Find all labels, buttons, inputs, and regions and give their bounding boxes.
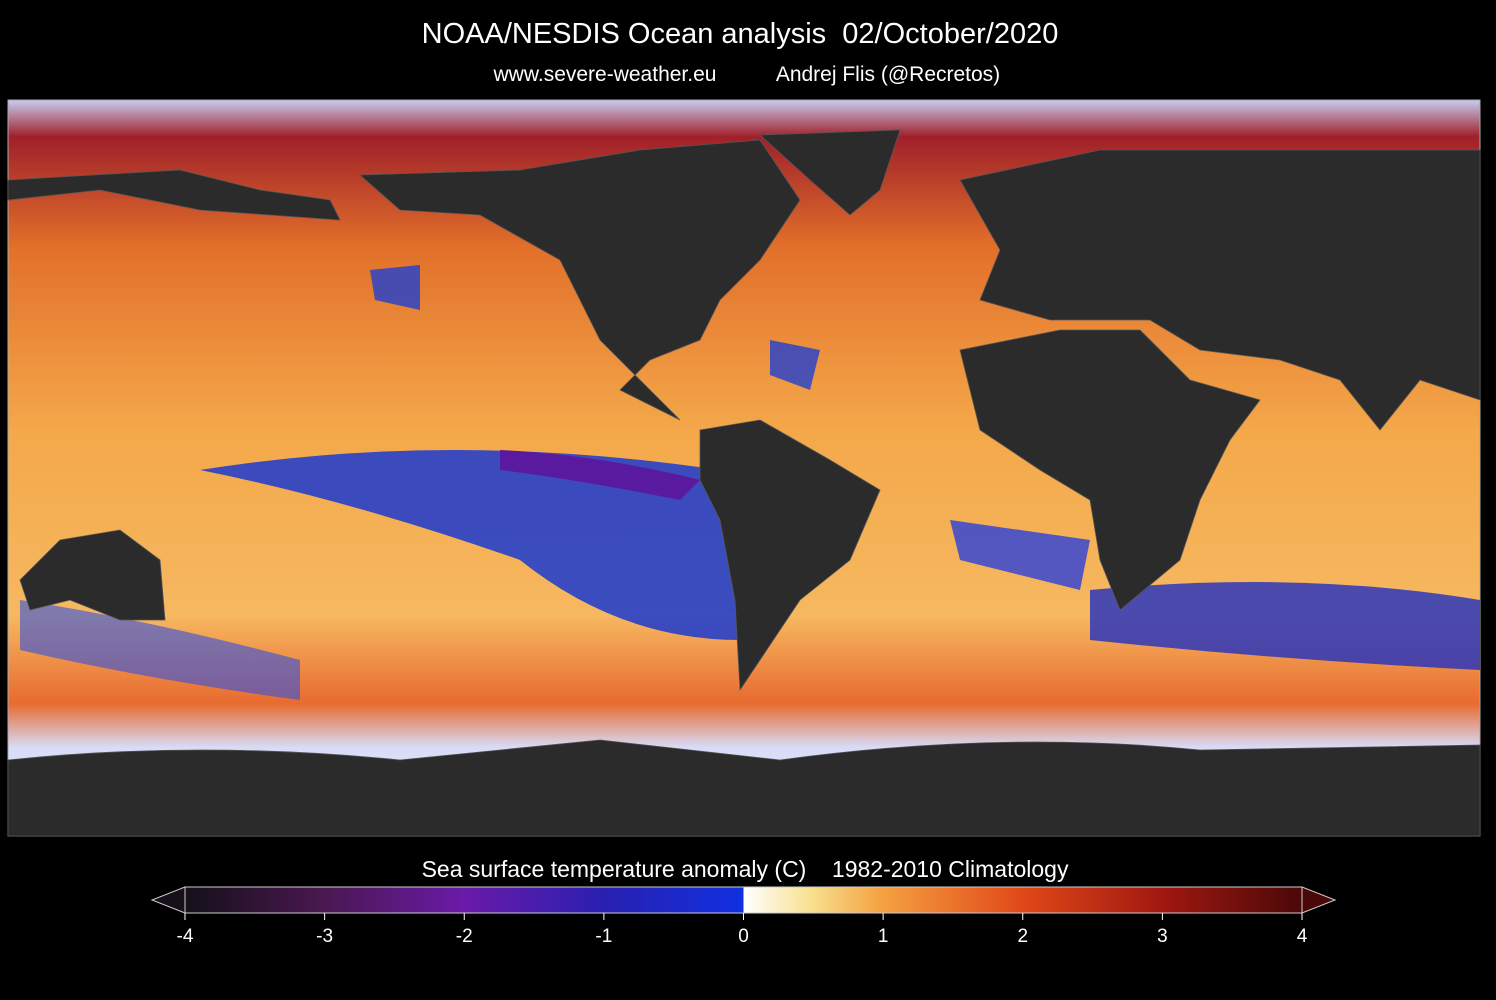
la-nina-tongue bbox=[200, 450, 740, 640]
over-arrow bbox=[1301, 886, 1337, 914]
colorbar-tick-label: -2 bbox=[456, 926, 473, 947]
colorbar bbox=[150, 886, 1337, 914]
title: NOAA/NESDIS Ocean analysis 02/October/20… bbox=[422, 18, 1059, 50]
colorbar-tick-label: -3 bbox=[316, 926, 333, 947]
greenland bbox=[758, 129, 901, 216]
author: Andrej Flis (@Recretos) bbox=[776, 63, 1000, 86]
cold-core bbox=[500, 450, 700, 500]
antarctica bbox=[7, 739, 1481, 837]
eurasia bbox=[959, 149, 1481, 431]
source: www.severe-weather.eu bbox=[493, 63, 717, 86]
colorbar-tick-label: -1 bbox=[595, 926, 612, 947]
cold-patch bbox=[950, 520, 1090, 590]
colorbar-title: Sea surface temperature anomaly (C) 1982… bbox=[422, 856, 1069, 882]
cold-patch bbox=[370, 265, 420, 310]
colorbar-tick-label: 0 bbox=[738, 926, 749, 947]
cold-patch bbox=[1090, 582, 1480, 670]
east-siberia bbox=[7, 169, 341, 221]
colorbar-tick-label: 2 bbox=[1017, 926, 1028, 947]
map bbox=[7, 99, 1481, 837]
colorbar-tick-label: -4 bbox=[177, 926, 194, 947]
colorbar-ramp bbox=[184, 886, 1303, 914]
cold-patch bbox=[20, 600, 300, 700]
north-america bbox=[358, 139, 801, 421]
colorbar-tick-label: 3 bbox=[1157, 926, 1168, 947]
colorbar-tick-label: 1 bbox=[878, 926, 889, 947]
under-arrow bbox=[150, 886, 186, 914]
africa bbox=[959, 329, 1261, 611]
colorbar-tick-label: 4 bbox=[1297, 926, 1308, 947]
south-america bbox=[699, 419, 881, 692]
australia bbox=[19, 529, 166, 621]
cold-patch bbox=[770, 340, 820, 390]
